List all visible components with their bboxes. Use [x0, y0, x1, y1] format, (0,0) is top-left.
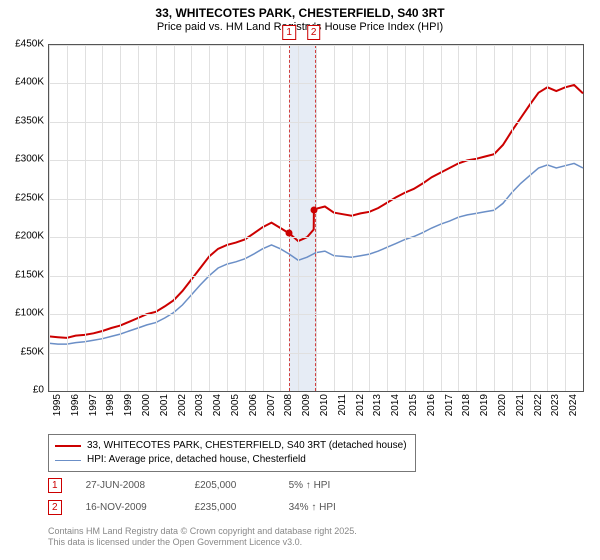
x-axis-label: 2018 — [461, 394, 472, 416]
x-axis-label: 2006 — [248, 394, 259, 416]
x-axis-label: 2009 — [301, 394, 312, 416]
legend-item: HPI: Average price, detached house, Ches… — [55, 453, 407, 467]
x-axis-label: 1997 — [88, 394, 99, 416]
sale-marker-dot — [310, 207, 317, 214]
legend-item: 33, WHITECOTES PARK, CHESTERFIELD, S40 3… — [55, 439, 407, 453]
chart-container: 33, WHITECOTES PARK, CHESTERFIELD, S40 3… — [0, 0, 600, 560]
x-axis-label: 2017 — [444, 394, 455, 416]
x-axis-label: 2024 — [568, 394, 579, 416]
x-axis-label: 2011 — [337, 394, 348, 416]
y-axis-label: £50K — [21, 346, 44, 357]
footer-text: Contains HM Land Registry data © Crown c… — [48, 526, 357, 548]
y-axis-label: £450K — [15, 39, 44, 50]
x-axis-label: 1995 — [52, 394, 63, 416]
x-axis-label: 1999 — [123, 394, 134, 416]
x-axis-label: 2001 — [159, 394, 170, 416]
sale-delta: 34% ↑ HPI — [289, 502, 336, 513]
sale-row: 1 27-JUN-2008 £205,000 5% ↑ HPI — [48, 478, 330, 493]
x-axis-label: 2019 — [479, 394, 490, 416]
y-axis-label: £150K — [15, 269, 44, 280]
sale-price: £235,000 — [195, 502, 265, 513]
x-axis-label: 2022 — [533, 394, 544, 416]
plot-area: 12 — [48, 44, 584, 392]
footer-line: This data is licensed under the Open Gov… — [48, 537, 357, 548]
legend-swatch — [55, 445, 81, 447]
y-axis-label: £350K — [15, 115, 44, 126]
y-axis-label: £200K — [15, 231, 44, 242]
x-axis-label: 2012 — [355, 394, 366, 416]
x-axis-label: 2010 — [319, 394, 330, 416]
x-axis-label: 2014 — [390, 394, 401, 416]
x-axis-label: 2008 — [283, 394, 294, 416]
x-axis-label: 2003 — [194, 394, 205, 416]
x-axis-label: 1998 — [105, 394, 116, 416]
y-axis-label: £0 — [33, 385, 44, 396]
sale-marker-flag: 1 — [282, 25, 296, 40]
x-axis-label: 2005 — [230, 394, 241, 416]
x-axis-label: 1996 — [70, 394, 81, 416]
x-axis-label: 2015 — [408, 394, 419, 416]
legend-label: 33, WHITECOTES PARK, CHESTERFIELD, S40 3… — [87, 439, 407, 453]
x-axis-label: 2013 — [372, 394, 383, 416]
x-axis-label: 2002 — [177, 394, 188, 416]
legend-label: HPI: Average price, detached house, Ches… — [87, 453, 306, 467]
x-axis-label: 2000 — [141, 394, 152, 416]
x-axis-label: 2021 — [515, 394, 526, 416]
sale-marker-number: 2 — [48, 500, 62, 515]
x-axis-label: 2007 — [266, 394, 277, 416]
x-axis-label: 2016 — [426, 394, 437, 416]
title-block: 33, WHITECOTES PARK, CHESTERFIELD, S40 3… — [0, 0, 600, 33]
sale-delta: 5% ↑ HPI — [289, 480, 331, 491]
legend: 33, WHITECOTES PARK, CHESTERFIELD, S40 3… — [48, 434, 416, 472]
chart-title: 33, WHITECOTES PARK, CHESTERFIELD, S40 3… — [0, 6, 600, 20]
sale-date: 16-NOV-2009 — [86, 502, 171, 513]
y-axis-label: £300K — [15, 154, 44, 165]
sale-marker-flag: 2 — [307, 25, 321, 40]
x-axis-label: 2004 — [212, 394, 223, 416]
x-axis-label: 2020 — [497, 394, 508, 416]
x-axis-label: 2023 — [550, 394, 561, 416]
y-axis-label: £250K — [15, 192, 44, 203]
sale-marker-number: 1 — [48, 478, 62, 493]
y-axis-label: £400K — [15, 77, 44, 88]
sale-row: 2 16-NOV-2009 £235,000 34% ↑ HPI — [48, 500, 336, 515]
sale-date: 27-JUN-2008 — [86, 480, 171, 491]
y-axis-label: £100K — [15, 308, 44, 319]
footer-line: Contains HM Land Registry data © Crown c… — [48, 526, 357, 537]
sale-price: £205,000 — [195, 480, 265, 491]
legend-swatch — [55, 460, 81, 461]
chart-subtitle: Price paid vs. HM Land Registry's House … — [0, 21, 600, 33]
sale-marker-dot — [286, 230, 293, 237]
